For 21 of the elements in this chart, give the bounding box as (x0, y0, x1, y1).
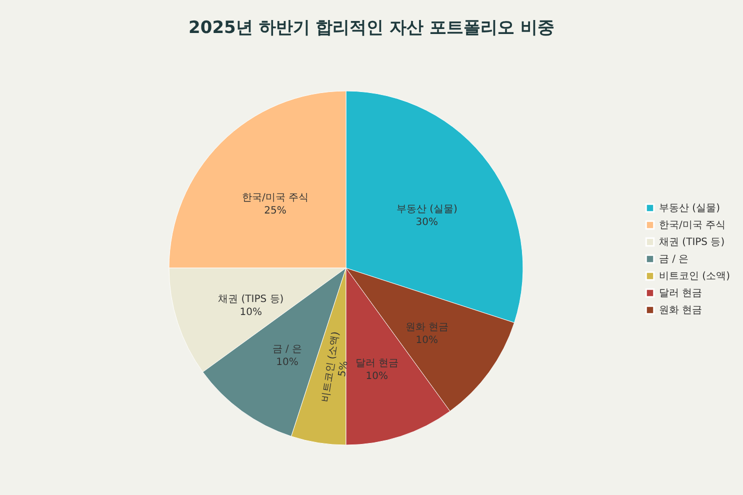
slice-label: 달러 현금 (355, 358, 398, 370)
data-label: 10% (366, 371, 388, 382)
slice-label: 원화 현금 (405, 322, 448, 333)
legend-label: 원화 현금 (659, 305, 702, 316)
legend-label: 달러 현금 (659, 288, 702, 299)
chart-title: 2025년 하반기 합리적인 자산 포트폴리오 비중 (188, 18, 554, 38)
data-label: 25% (264, 205, 286, 216)
slice-label: 채권 (TIPS 등) (218, 294, 284, 305)
slice-label: 부동산 (실물) (396, 204, 458, 216)
data-label: 5% (337, 360, 350, 378)
legend-label: 비트코인 (소액) (659, 271, 730, 282)
data-label: 30% (416, 217, 438, 228)
slice-label: 한국/미국 주식 (242, 192, 309, 204)
data-label: 10% (416, 334, 438, 346)
legend-label: 한국/미국 주식 (659, 220, 726, 231)
legend-label: 부동산 (실물) (659, 203, 720, 214)
data-label: 10% (276, 356, 298, 368)
legend-label: 금 / 은 (659, 254, 689, 265)
slice-label: 금 / 은 (272, 344, 302, 355)
legend-label: 채권 (TIPS 등) (659, 237, 725, 248)
data-label: 10% (240, 306, 262, 318)
